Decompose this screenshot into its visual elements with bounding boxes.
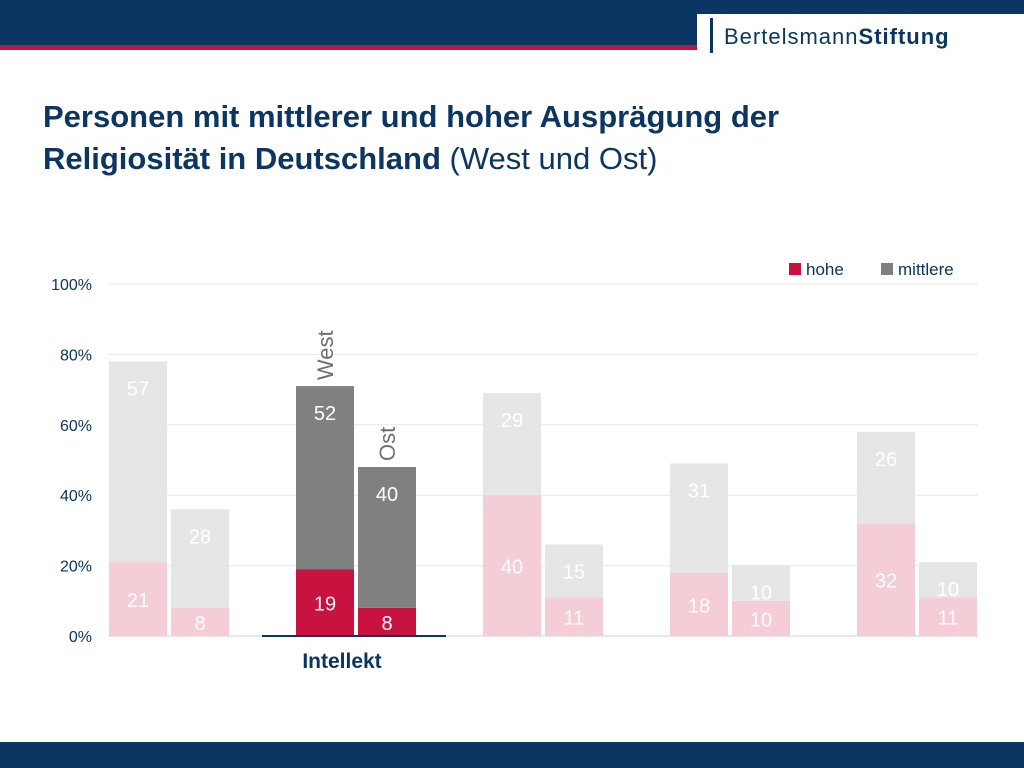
data-label-hohe: 11 [564,608,585,630]
bar-annotation-west: West [313,330,338,380]
legend-label-mittlere: mittlere [898,260,954,279]
data-label-hohe: 8 [194,613,205,635]
data-label-mittlere: 29 [501,410,523,432]
data-label-hohe: 18 [688,595,710,617]
data-label-hohe: 21 [127,590,149,612]
data-label-mittlere: 28 [189,526,211,548]
y-tick-label: 80% [60,347,92,364]
data-label-mittlere: 31 [688,481,710,503]
bar-mittlere [919,562,977,598]
data-label-mittlere: 40 [376,484,398,506]
data-label-hohe: 19 [314,594,336,616]
bar-hohe [670,572,728,636]
legend-label-hohe: hohe [806,260,844,279]
data-label-mittlere: 15 [563,561,585,583]
bar-mittlere [483,393,541,496]
bar-mittlere [857,431,915,524]
logo-brand-bold: Stiftung [858,24,950,49]
bar-hohe [109,562,167,636]
title-bold: Personen mit mittlerer und hoher Auspräg… [43,99,780,176]
bar-hohe [919,597,977,636]
y-tick-label: 20% [60,559,92,576]
bar-mittlere [545,544,603,598]
data-label-mittlere: 10 [937,579,959,601]
legend-swatch-hohe [789,263,801,275]
bar-hohe [296,569,354,636]
data-label-mittlere: 26 [875,449,897,471]
data-label-mittlere: 10 [750,583,772,605]
logo-divider [710,18,713,53]
footer-band [0,742,1024,768]
y-tick-label: 0% [69,629,92,646]
data-label-hohe: 11 [938,608,959,630]
group-label: Intellekt [302,650,381,673]
bar-mittlere [109,361,167,563]
header-accent-stripe [0,45,697,50]
bar-hohe [358,607,416,636]
page-title: Personen mit mittlerer und hoher Auspräg… [43,96,943,180]
bar-mittlere [670,463,728,573]
bar-mittlere [296,386,354,570]
data-label-hohe: 32 [875,571,897,593]
bar-hohe [171,607,229,636]
data-label-hohe: 10 [750,609,772,631]
title-normal: (West und Ost) [449,141,658,176]
legend-swatch-mittlere [881,263,893,275]
data-label-hohe: 40 [501,557,523,579]
data-label-mittlere: 52 [314,403,336,425]
bar-mittlere [171,509,229,608]
data-label-mittlere: 57 [127,378,149,400]
bar-hohe [545,597,603,636]
logo-wordmark: BertelsmannStiftung [724,24,950,50]
religiosity-chart: 0% 20% 40% 60% 80% 100% 21 57 8 28 19 52 West 8 40 Ost I… [51,260,978,673]
bar-annotation-ost: Ost [375,427,400,461]
data-label-hohe: 8 [381,613,392,635]
y-tick-label: 100% [51,277,92,294]
bar-mittlere [358,467,416,608]
bar-hohe [857,523,915,636]
logo [697,14,1024,54]
y-tick-label: 60% [60,418,92,435]
bar-hohe [483,495,541,636]
bar-hohe [732,600,790,636]
logo-brand-light: Bertelsmann [724,24,859,49]
y-tick-label: 40% [60,488,92,505]
bar-mittlere [732,565,790,601]
